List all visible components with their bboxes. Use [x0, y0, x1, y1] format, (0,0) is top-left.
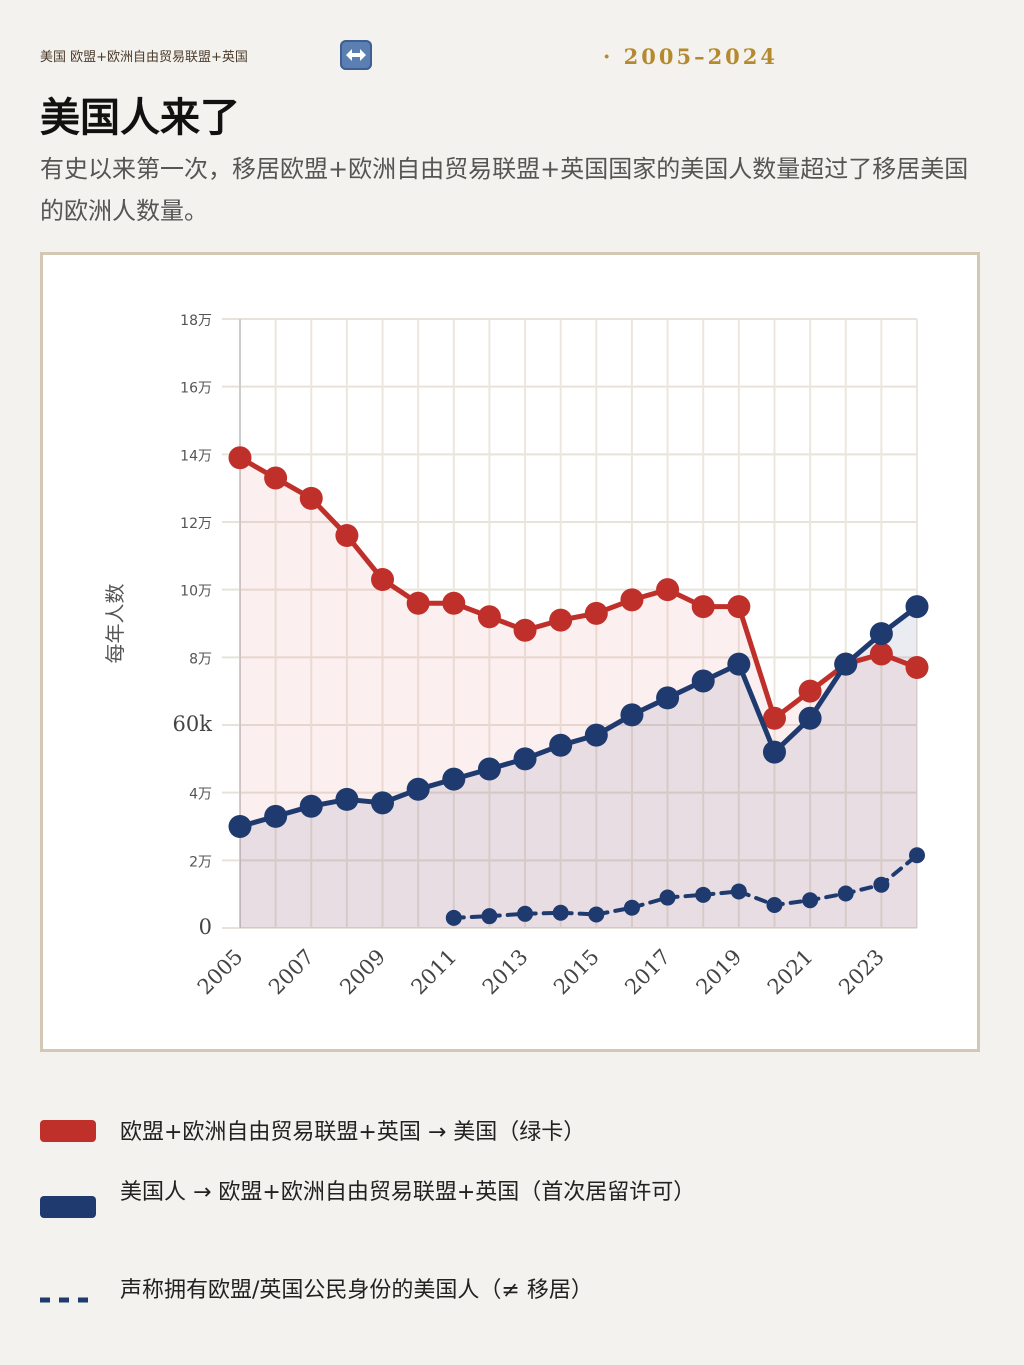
series-1-point: [727, 652, 751, 676]
series-2-point: [766, 896, 783, 913]
series-0-point: [371, 568, 395, 592]
y-tick-label: 10万: [180, 584, 212, 600]
series-2-point: [445, 909, 462, 926]
legend-swatch-dashed: [40, 1297, 96, 1303]
series-1-point: [549, 733, 573, 757]
series-1-point: [228, 815, 252, 838]
series-1-point: [513, 747, 537, 771]
series-0-point: [549, 608, 573, 632]
series-1-point: [406, 777, 430, 801]
series-2-point: [695, 886, 712, 903]
series-1-point: [264, 804, 288, 828]
x-tick-label: 2009: [335, 945, 390, 1000]
area-fill-series-0: [240, 457, 917, 928]
series-0-point: [869, 642, 893, 666]
series-0-point: [905, 655, 929, 679]
y-tick-label: 12万: [180, 516, 212, 532]
legend-swatch-blue: [40, 1196, 96, 1218]
x-tick-label: 2007: [264, 945, 319, 1000]
series-2-point: [552, 904, 569, 921]
x-tick-label: 2017: [620, 945, 675, 1000]
legend-label-green-card: 欧盟+欧洲自由贸易联盟+英国 → 美国（绿卡）: [120, 1120, 586, 1145]
series-1-point: [869, 622, 893, 646]
y-tick-label: 4万: [189, 787, 212, 803]
series-1-point: [299, 794, 323, 818]
series-2-point: [837, 885, 854, 902]
y-tick-label: 60k: [173, 712, 213, 736]
series-1-point: [762, 740, 786, 764]
series-0-point: [727, 595, 751, 619]
series-0-point: [620, 588, 644, 612]
series-0-point: [513, 618, 537, 642]
series-0-point: [584, 601, 608, 625]
series-1-point: [477, 757, 501, 781]
series-0-point: [691, 595, 715, 619]
y-tick-label: 2万: [189, 854, 212, 870]
series-1-point: [584, 723, 608, 747]
legend-label-residence-permit: 美国人 → 欧盟+欧洲自由贸易联盟+英国（首次居留许可）: [120, 1180, 696, 1205]
legend-item-green-card: 欧盟+欧洲自由贸易联盟+英国 → 美国（绿卡）: [40, 1100, 980, 1145]
x-tick-label: 2015: [549, 945, 604, 1000]
series-2-point: [659, 889, 676, 906]
series-1-point: [442, 767, 466, 791]
series-1-point: [834, 652, 858, 676]
x-tick-label: 2013: [478, 945, 533, 1000]
series-0-point: [442, 591, 466, 615]
series-0-point: [335, 524, 359, 548]
y-tick-label: 16万: [180, 381, 212, 397]
series-0-point: [477, 605, 501, 629]
y-tick-label: 14万: [180, 448, 212, 464]
series-2-point: [588, 906, 605, 923]
series-1-point: [335, 787, 359, 811]
y-tick-label: 0: [199, 915, 212, 939]
y-tick-label: 8万: [189, 651, 212, 667]
top-label: 美国 欧盟+欧洲自由贸易联盟+英国: [40, 50, 248, 65]
page-title: 美国人来了: [40, 95, 240, 141]
series-0-point: [798, 679, 822, 703]
series-2-point: [909, 847, 925, 864]
chart-frame: 0 2万 4万 60k 8万 10万 12万 14万 16万 18万 2005 2007 2009 201…: [40, 252, 980, 1052]
x-tick-label: 2023: [834, 945, 889, 1000]
year-range: · 2005–2024: [603, 44, 779, 69]
series-1-point: [620, 703, 644, 727]
x-tick-label: 2005: [193, 945, 248, 1000]
series-1-point: [371, 791, 395, 815]
series-2-point: [802, 892, 819, 909]
x-tick-label: 2019: [692, 945, 747, 1000]
series-2-point: [517, 905, 534, 922]
series-2-point: [623, 899, 640, 916]
series-2-point: [873, 876, 890, 893]
series-2-point: [481, 908, 498, 925]
y-axis-label: 每年人数: [103, 584, 127, 664]
legend-swatch-red: [40, 1120, 96, 1142]
series-0-point: [228, 446, 252, 470]
series-0-point: [656, 578, 680, 602]
series-1-point: [656, 686, 680, 710]
legend-item-citizenship: 声称拥有欧盟/英国公民身份的美国人（≠ 移居）: [40, 1260, 980, 1303]
series-2-point: [730, 883, 747, 900]
x-tick-label: 2021: [763, 945, 818, 1000]
series-0-point: [406, 591, 430, 615]
y-tick-label: 18万: [180, 313, 212, 329]
series-0-point: [264, 466, 288, 490]
legend-item-residence-permit: 美国人 → 欧盟+欧洲自由贸易联盟+英国（首次居留许可）: [40, 1160, 980, 1218]
series-1-point: [905, 595, 929, 619]
x-tick-label: 2011: [407, 945, 462, 1000]
page-subtitle: 有史以来第一次，移居欧盟+欧洲自由贸易联盟+英国国家的美国人数量超过了移居美国的…: [40, 155, 969, 225]
series-1-point: [798, 706, 822, 730]
legend-label-citizenship: 声称拥有欧盟/英国公民身份的美国人（≠ 移居）: [120, 1278, 593, 1303]
line-chart: 0 2万 4万 60k 8万 10万 12万 14万 16万 18万 2005 2007 2009 201…: [103, 313, 929, 1000]
left-right-arrows-icon: [340, 40, 372, 70]
series-0-point: [762, 706, 786, 730]
series-0-point: [299, 486, 323, 510]
top-row: 美国 欧盟+欧洲自由贸易联盟+英国 · 2005–2024: [40, 40, 980, 72]
series-1-point: [691, 669, 715, 693]
